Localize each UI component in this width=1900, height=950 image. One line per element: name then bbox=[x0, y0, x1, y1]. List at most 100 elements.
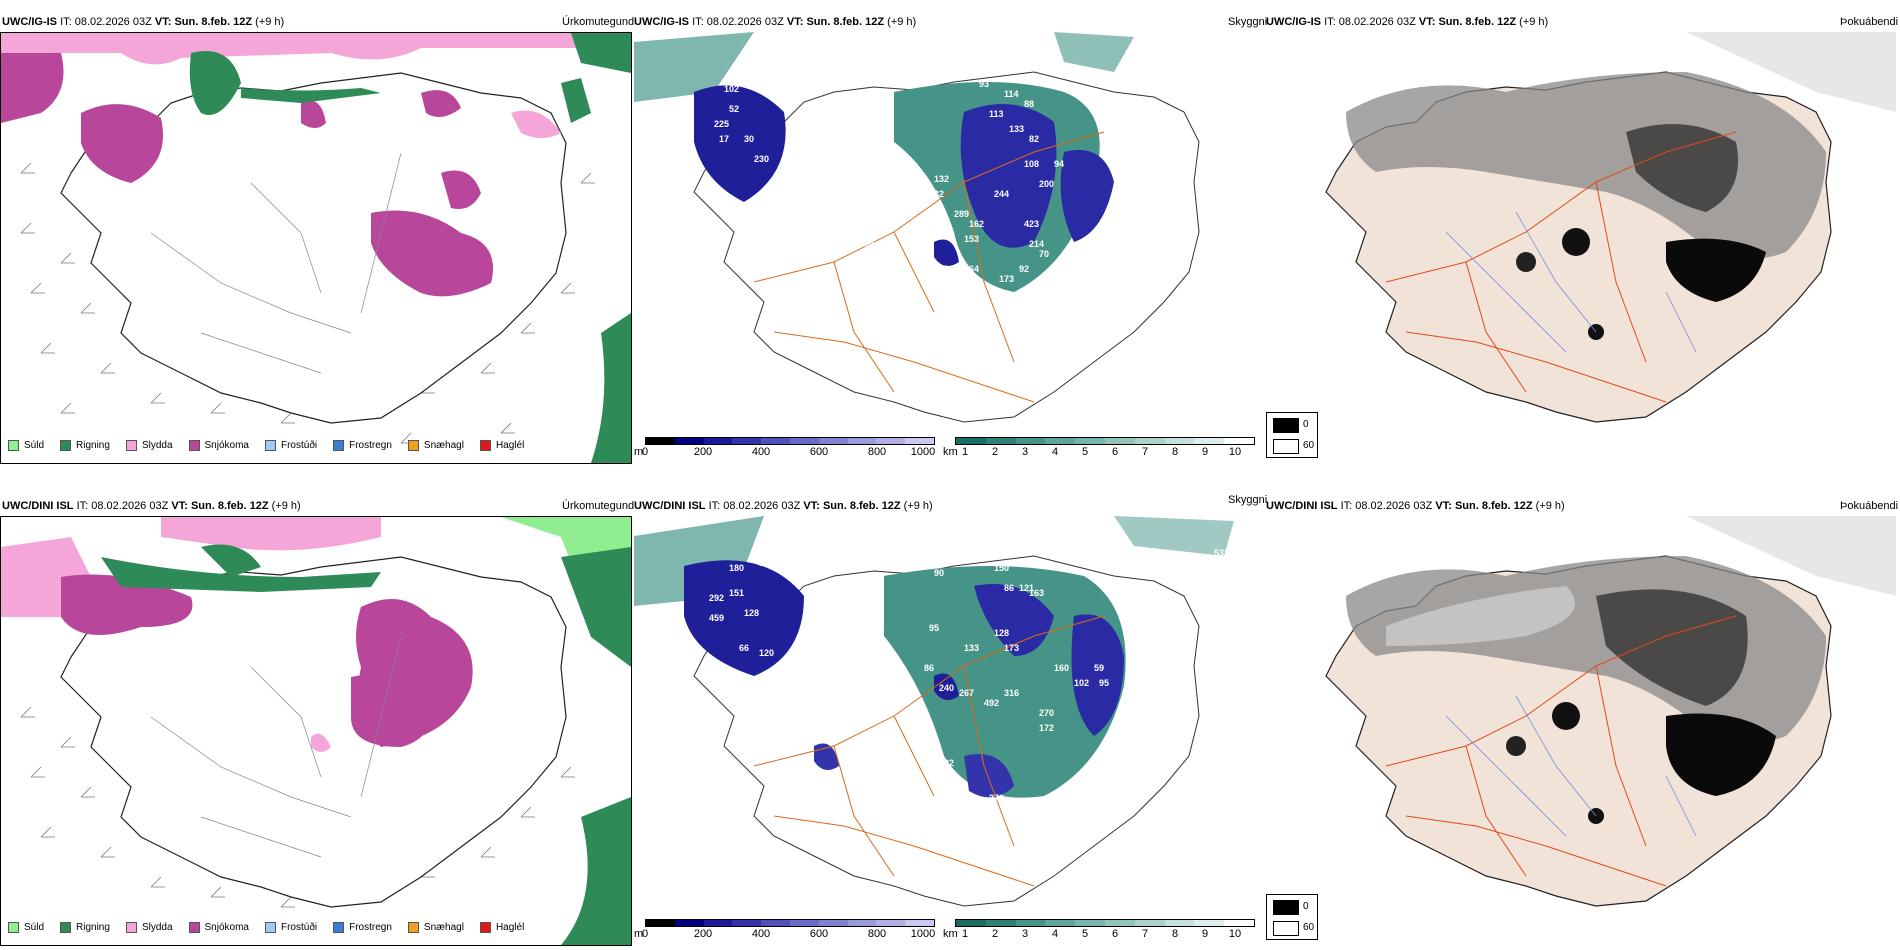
legend-swatch bbox=[264, 922, 276, 933]
cbar-cell bbox=[1194, 438, 1225, 444]
cbar-cell bbox=[1134, 920, 1165, 926]
vis-value-label: 172 bbox=[1039, 723, 1054, 733]
vis-value-label: 69 bbox=[864, 239, 874, 249]
vis-value-label: 160 bbox=[1054, 663, 1069, 673]
vis-value-label: 86 bbox=[1004, 583, 1014, 593]
cbar-cell bbox=[847, 438, 877, 444]
vis-value-label: 173 bbox=[999, 274, 1014, 284]
vis-value-label: 292 bbox=[709, 593, 724, 603]
fog-legend: 0 60 bbox=[1266, 412, 1318, 458]
cbar-cell bbox=[1075, 920, 1105, 926]
cbar-cell bbox=[1015, 438, 1046, 444]
vis-value-label: 133 bbox=[1009, 124, 1024, 134]
fog-legend-white bbox=[1273, 439, 1299, 454]
cbar-cell bbox=[789, 920, 819, 926]
vis-title: UWC/DINI ISL IT: 08.02.2026 03Z VT: Sun.… bbox=[634, 500, 933, 512]
vis-value-label: 163 bbox=[1029, 588, 1044, 598]
vis-value-label: 459 bbox=[709, 613, 724, 623]
legend-item: Frostúði bbox=[264, 440, 317, 451]
vis-value-label: 270 bbox=[1039, 708, 1054, 718]
cbar-cell bbox=[703, 920, 733, 926]
precip-legend: Súld Rigning Slydda Snjókoma Frostúði Fr… bbox=[8, 440, 540, 451]
legend-item: Snæhagl bbox=[407, 440, 464, 451]
vis-title: UWC/IG-IS IT: 08.02.2026 03Z VT: Sun. 8.… bbox=[634, 16, 917, 28]
cbar-cell bbox=[1194, 920, 1225, 926]
vis-value-label: 151 bbox=[729, 588, 744, 598]
vis-value-label: 90 bbox=[934, 568, 944, 578]
cbar-cell bbox=[1164, 438, 1195, 444]
vis-value-label: 423 bbox=[1024, 219, 1039, 229]
vis-value-label: 108 bbox=[1024, 159, 1039, 169]
legend-swatch bbox=[333, 922, 345, 933]
vis-value-label: 162 bbox=[969, 219, 984, 229]
precip-type-label: Úrkomutegund bbox=[562, 16, 635, 28]
precip-map bbox=[1, 517, 631, 945]
vis-unit: km bbox=[943, 446, 958, 458]
cbar-cell bbox=[732, 920, 762, 926]
vis-value-label: 128 bbox=[994, 628, 1009, 638]
fog-map bbox=[1325, 32, 1896, 423]
vis-value-label: 173 bbox=[1004, 643, 1019, 653]
vis-map: 180 152 60 292 151 459 128 66 120 69 90 533 150 86 121… bbox=[634, 516, 1234, 907]
vis-label: Skyggni bbox=[1228, 16, 1268, 28]
visibility-colorbar bbox=[955, 919, 1255, 927]
cloud-base-colorbar bbox=[645, 437, 935, 445]
vis-value-label: 66 bbox=[739, 643, 749, 653]
cbar-cell bbox=[1224, 438, 1254, 444]
cbar-cell bbox=[905, 920, 934, 926]
legend-swatch bbox=[125, 440, 137, 451]
legend-item: Snjókoma bbox=[188, 440, 249, 451]
cbar-cell bbox=[1224, 920, 1254, 926]
vis-value-label: 82 bbox=[1029, 134, 1039, 144]
vis-value-label: 88 bbox=[1024, 99, 1034, 109]
cloud-unit: m bbox=[634, 446, 644, 458]
legend-swatch bbox=[125, 922, 137, 933]
vis-value-label: 533 bbox=[1214, 548, 1229, 558]
vis-value-label: 86 bbox=[924, 663, 934, 673]
legend-item: Snjókoma bbox=[188, 922, 249, 933]
legend-swatch bbox=[333, 440, 345, 451]
legend-swatch bbox=[407, 440, 419, 451]
vis-value-label: 132 bbox=[934, 174, 949, 184]
vis-value-label: 230 bbox=[754, 154, 769, 164]
cbar-cell bbox=[761, 438, 790, 444]
vis-value-label: 112 bbox=[934, 264, 949, 274]
legend-item: Frostregn bbox=[333, 440, 392, 451]
vis-value-label: 152 bbox=[759, 558, 774, 568]
vis-value-label: 121 bbox=[1019, 583, 1034, 593]
cbar-cell bbox=[646, 438, 675, 444]
precip-map-frame bbox=[0, 32, 632, 464]
row-2: UWC/DINI ISL IT: 08.02.2026 03Z VT: Sun.… bbox=[0, 478, 1900, 950]
legend-item: Haglél bbox=[479, 440, 524, 451]
cbar-cell bbox=[847, 920, 877, 926]
fog-label: Þokuábendi bbox=[1840, 500, 1899, 512]
vis-value-label: 267 bbox=[959, 688, 974, 698]
legend-swatch bbox=[479, 922, 491, 933]
visibility-colorbar bbox=[955, 437, 1255, 445]
vis-value-label: 214 bbox=[1029, 239, 1044, 249]
cbar-cell bbox=[703, 438, 733, 444]
cbar-cell bbox=[1134, 438, 1165, 444]
vis-value-label: 115 bbox=[749, 79, 764, 89]
cbar-cell bbox=[761, 920, 790, 926]
vis-value-label: 60 bbox=[784, 558, 794, 568]
vis-value-label: 94 bbox=[1054, 159, 1064, 169]
vis-value-label: 150 bbox=[994, 563, 1009, 573]
precip-title: UWC/IG-IS IT: 08.02.2026 03Z VT: Sun. 8.… bbox=[2, 16, 285, 28]
vis-number-labels: 180 152 60 292 151 459 128 66 120 69 90 533 150 86 121… bbox=[709, 548, 1229, 803]
legend-swatch bbox=[188, 922, 200, 933]
legend-item: Snæhagl bbox=[407, 922, 464, 933]
cbar-cell bbox=[876, 920, 906, 926]
legend-item: Haglél bbox=[479, 922, 524, 933]
fog-title: UWC/DINI ISL IT: 08.02.2026 03Z VT: Sun.… bbox=[1266, 500, 1565, 512]
cbar-cell bbox=[1164, 920, 1195, 926]
legend-swatch bbox=[60, 922, 72, 933]
legend-item: Frostúði bbox=[264, 922, 317, 933]
legend-swatch bbox=[479, 440, 491, 451]
cbar-cell bbox=[1104, 920, 1135, 926]
vis-value-label: 92 bbox=[1019, 264, 1029, 274]
vis-value-label: 43 bbox=[774, 184, 784, 194]
vis-value-label: 241 bbox=[954, 264, 969, 274]
fog-label: Þokuábendi bbox=[1840, 16, 1899, 28]
precip-map-frame bbox=[0, 516, 632, 946]
